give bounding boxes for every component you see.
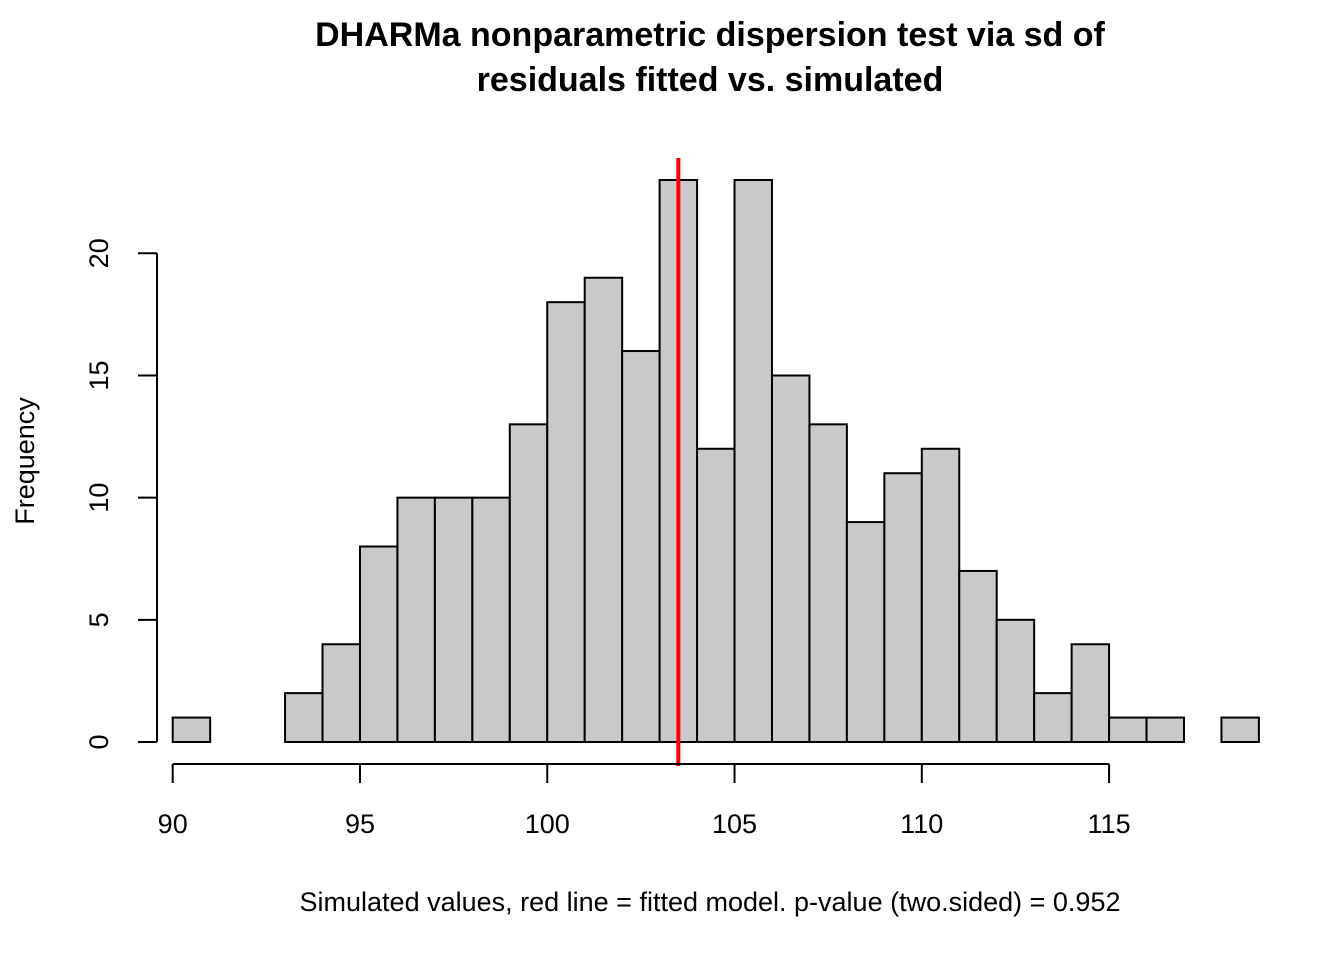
histogram-bar bbox=[621, 350, 661, 743]
y-axis: 0 5 10 15 20 bbox=[84, 238, 158, 750]
histogram-bar bbox=[845, 521, 886, 744]
x-tick-label: 90 bbox=[158, 809, 188, 839]
histogram-bar bbox=[396, 496, 436, 743]
histogram-bar bbox=[1070, 643, 1111, 743]
histogram-bar bbox=[1108, 716, 1148, 744]
x-axis-label: Simulated values, red line = fitted mode… bbox=[300, 887, 1121, 917]
histogram-bar bbox=[583, 276, 624, 743]
histogram-bar bbox=[995, 618, 1036, 744]
y-tick-label: 20 bbox=[84, 238, 114, 268]
histogram-bar bbox=[358, 545, 399, 743]
x-axis: 90 95 100 105 110 115 bbox=[158, 763, 1131, 839]
y-tick-label: 5 bbox=[84, 612, 114, 627]
histogram-bar bbox=[433, 496, 474, 743]
histogram-bar bbox=[883, 472, 923, 743]
histogram-bar bbox=[808, 423, 848, 743]
x-tick-label: 110 bbox=[900, 809, 943, 839]
histogram-bar bbox=[733, 179, 773, 743]
histogram-bars bbox=[171, 179, 1260, 744]
histogram-bar bbox=[1220, 716, 1260, 744]
x-tick-label: 95 bbox=[345, 809, 375, 839]
histogram-bar bbox=[171, 716, 212, 744]
y-tick-label: 0 bbox=[84, 734, 114, 749]
histogram-bar bbox=[284, 692, 324, 743]
histogram-bar bbox=[920, 447, 961, 743]
histogram-bar bbox=[508, 423, 549, 743]
y-tick-label: 15 bbox=[84, 360, 114, 390]
histogram-bar bbox=[471, 496, 511, 743]
histogram-bar bbox=[958, 569, 998, 744]
y-axis-label: Frequency bbox=[10, 397, 40, 525]
histogram-bar bbox=[321, 643, 361, 743]
x-tick-label: 105 bbox=[712, 809, 757, 839]
histogram-bar bbox=[1033, 692, 1073, 743]
chart-title-line-2: residuals fitted vs. simulated bbox=[477, 61, 944, 99]
histogram-bar bbox=[546, 301, 586, 743]
histogram-bar bbox=[696, 447, 736, 743]
histogram-bar bbox=[1145, 716, 1185, 744]
x-tick-label: 100 bbox=[525, 809, 570, 839]
histogram-bar bbox=[770, 374, 811, 743]
x-tick-label: 115 bbox=[1088, 809, 1131, 839]
chart-title-line-1: DHARMa nonparametric dispersion test via… bbox=[315, 16, 1105, 54]
y-tick-label: 10 bbox=[84, 483, 114, 513]
